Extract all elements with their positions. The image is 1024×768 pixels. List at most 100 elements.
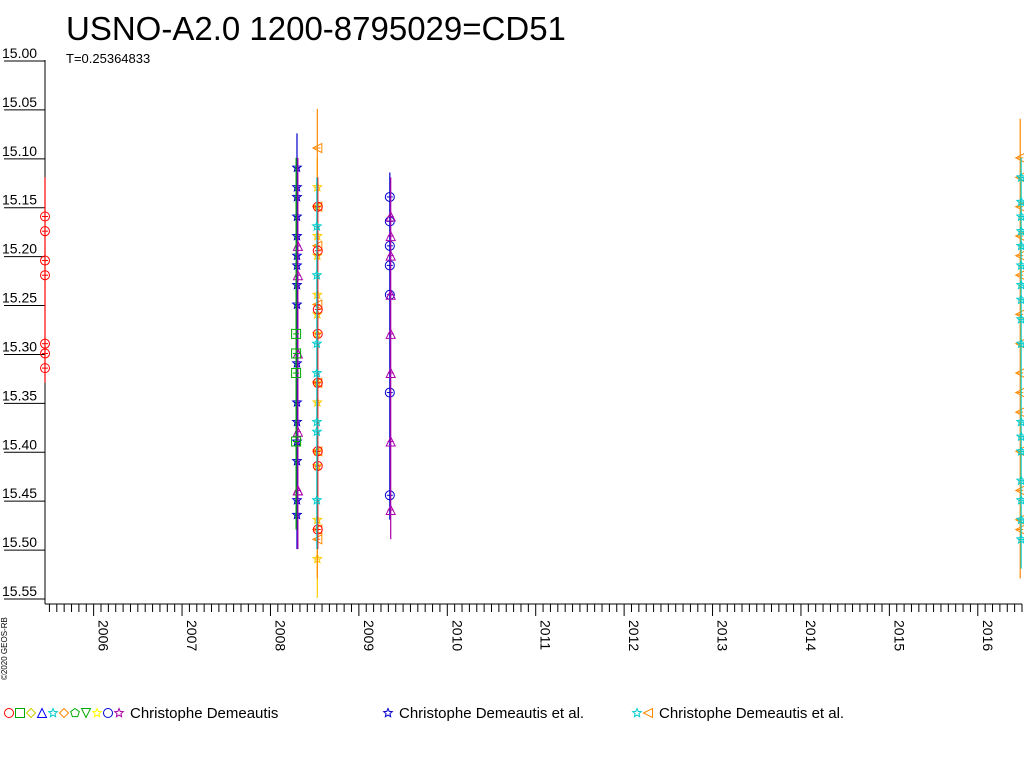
data-point: [1015, 196, 1024, 207]
data-point: [291, 416, 303, 427]
data-point: [1014, 250, 1024, 261]
data-point: [291, 161, 303, 173]
x-tick-label: 2009: [361, 620, 377, 651]
data-point: [1015, 210, 1024, 222]
data-point: [384, 260, 395, 271]
data-point: [1015, 279, 1024, 290]
x-tick-label: 2015: [891, 620, 907, 651]
legend-marker: [47, 707, 59, 718]
data-point: [311, 337, 323, 349]
data-point: [1015, 240, 1024, 251]
legend-marker: [15, 708, 25, 718]
data-point: [291, 249, 303, 261]
series-9: [385, 177, 397, 540]
series-3: [291, 157, 302, 530]
data-point: [40, 348, 50, 359]
legend-marker: [382, 707, 394, 718]
data-point: [291, 455, 303, 466]
y-tick-label: 15.40: [2, 436, 37, 452]
y-tick-label: 15.55: [2, 583, 37, 599]
series-layer: [40, 108, 1024, 598]
data-point: [311, 416, 323, 427]
data-point: [1014, 368, 1024, 378]
series-7: [311, 177, 323, 550]
data-point: [291, 191, 303, 202]
legend-marker: [103, 708, 113, 718]
data-point: [311, 425, 323, 437]
data-point: [384, 490, 395, 501]
x-tick-label: 2016: [980, 620, 996, 651]
data-point: [40, 255, 50, 266]
data-point: [384, 191, 395, 202]
data-point: [1014, 524, 1024, 535]
x-tick-label: 2011: [538, 620, 554, 650]
data-point: [291, 298, 303, 310]
y-tick-label: 15.00: [2, 45, 37, 61]
y-tick-label: 15.20: [2, 241, 37, 257]
data-point: [1015, 494, 1024, 505]
series-1: [291, 133, 303, 550]
x-tick-label: 2008: [272, 620, 288, 651]
legend-marker: [631, 707, 643, 718]
data-point: [312, 377, 323, 388]
data-point: [1015, 313, 1024, 324]
x-tick-label: 2007: [184, 620, 200, 651]
data-point: [384, 240, 395, 251]
legend-marker: [642, 707, 653, 719]
y-tick-label: 15.30: [2, 338, 37, 354]
data-point: [291, 494, 303, 505]
data-point: [312, 201, 323, 212]
data-point: [291, 348, 302, 359]
data-point: [312, 245, 323, 256]
data-point: [291, 368, 302, 379]
data-point: [291, 328, 302, 339]
legend-label: Christophe Demeautis: [130, 705, 278, 722]
legend-marker: [58, 707, 70, 719]
data-point: [1014, 153, 1024, 163]
data-point: [40, 211, 50, 222]
legend-marker: [4, 708, 14, 718]
x-tick-label: 2014: [803, 620, 819, 651]
data-point: [385, 230, 397, 242]
data-point: [1015, 474, 1024, 486]
data-point: [312, 446, 323, 457]
legend-label: Christophe Demeautis et al.: [659, 705, 844, 722]
data-point: [1015, 337, 1024, 349]
data-point: [291, 509, 303, 520]
data-point: [1015, 171, 1024, 183]
data-point: [291, 210, 303, 222]
data-point: [385, 328, 397, 339]
data-point: [385, 289, 397, 300]
y-tick-label: 15.45: [2, 485, 37, 501]
legend-marker: [36, 707, 48, 718]
data-point: [385, 250, 397, 261]
data-point: [291, 279, 303, 290]
data-point: [1015, 293, 1024, 305]
data-point: [291, 181, 303, 192]
data-point: [1015, 533, 1024, 545]
series-0: [40, 177, 50, 383]
data-point: [291, 436, 302, 447]
data-point: [1015, 259, 1024, 271]
y-tick-label: 15.15: [2, 192, 37, 208]
x-tick-label: 2006: [96, 620, 112, 651]
data-point: [311, 220, 323, 231]
data-point: [291, 357, 303, 368]
data-point: [291, 230, 303, 241]
data-point: [40, 363, 50, 374]
legend-marker: [113, 707, 125, 718]
y-tick-label: 15.35: [2, 387, 37, 403]
data-point: [312, 328, 323, 339]
y-tick-label: 15.05: [2, 94, 37, 110]
data-point: [1015, 430, 1024, 442]
data-point: [291, 396, 303, 408]
legend-marker: [91, 707, 103, 718]
y-tick-label: 15.25: [2, 290, 37, 306]
y-tick-label: 15.50: [2, 534, 37, 550]
legend-marker: [25, 707, 37, 719]
x-tick-label: 2013: [715, 620, 731, 651]
legend: Christophe Demeautis Christophe Demeautis…: [4, 705, 844, 722]
y-tick-label: 15.10: [2, 143, 37, 159]
data-point: [1014, 485, 1024, 496]
